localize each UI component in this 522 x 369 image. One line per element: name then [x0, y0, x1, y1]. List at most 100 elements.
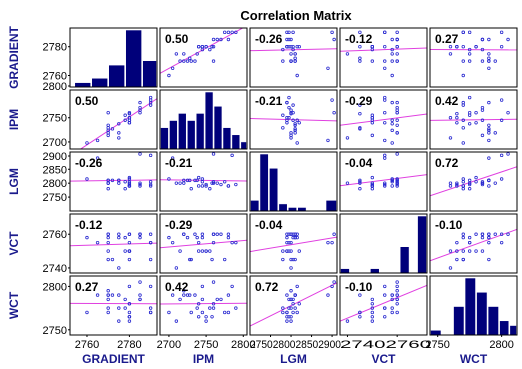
scatter-point [289, 257, 293, 262]
correlation-label: 0.50 [75, 94, 99, 108]
scatter-point [390, 128, 394, 133]
scatter-point [196, 240, 201, 245]
y-tick-label: 2750 [43, 113, 67, 125]
scatter-point [358, 293, 362, 297]
scatter-point [211, 232, 216, 236]
scatter-point [95, 293, 100, 297]
scatter-point [345, 181, 350, 185]
scatter-point [395, 184, 399, 188]
correlation-label: -0.26 [255, 32, 283, 46]
hist-bar-wct [476, 291, 488, 335]
scatter-point [281, 47, 285, 52]
scatter-point [390, 178, 394, 183]
scatter-point [106, 187, 110, 191]
scatter-point [461, 184, 465, 188]
scatter-point [293, 122, 297, 126]
scatter-point [182, 289, 186, 293]
hist-bar-gradient [74, 82, 92, 87]
scatter-point [383, 110, 387, 115]
panel-gradient-vct: -0.12 [339, 27, 428, 88]
scatter-point [390, 52, 394, 56]
scatter-point [174, 52, 179, 56]
scatter-point [106, 297, 110, 302]
scatter-point [461, 73, 465, 78]
scatter-point [127, 240, 132, 245]
scatter-point [395, 310, 399, 315]
scatter-point [390, 47, 394, 52]
scatter-point [467, 182, 472, 187]
scatter-point [178, 297, 182, 302]
scatter-point [461, 187, 465, 191]
scatter-point [480, 235, 485, 240]
scatter-point [106, 306, 110, 310]
correlation-label: 0.50 [165, 32, 189, 46]
correlation-label: 0.27 [75, 280, 99, 294]
scatter-point [358, 315, 362, 319]
scatter-point [499, 118, 504, 122]
row-variable-label: GRADIENT [7, 26, 21, 89]
scatter-point [200, 284, 205, 289]
panel-frame [69, 151, 158, 212]
scatter-point [287, 306, 291, 310]
hist-bar-lgm [287, 207, 297, 211]
scatter-point [123, 187, 127, 191]
scatter-point [211, 37, 216, 42]
scatter-point [395, 52, 399, 56]
scatter-point [461, 118, 465, 122]
panel-gradient-wct: 0.27 [429, 27, 518, 88]
scatter-point [138, 182, 142, 187]
fit-line [79, 98, 157, 149]
scatter-point [370, 302, 375, 306]
scatter-point [200, 249, 205, 253]
scatter-point [455, 45, 459, 49]
panel-vct-ipm: -0.29 [159, 213, 248, 274]
scatter-point [215, 181, 219, 185]
scatter-point [506, 37, 510, 42]
scatter-point [230, 284, 234, 289]
scatter-point [383, 66, 387, 70]
scatter-point [127, 319, 132, 323]
scatter-point [332, 232, 336, 236]
scatter-point [383, 306, 387, 310]
fit-line [250, 118, 337, 122]
panel-frame [249, 27, 338, 88]
scatter-point [461, 232, 465, 236]
scatter-point [234, 182, 238, 187]
panel-frame [339, 89, 428, 150]
scatter-point [127, 302, 132, 306]
scatter-point [395, 123, 399, 127]
panel-lgm-wct: 0.72 [429, 151, 518, 212]
scatter-point [293, 127, 297, 131]
scatter-point [117, 319, 121, 323]
scatter-point [487, 156, 491, 160]
hist-bar-vct [370, 268, 380, 273]
scatter-point [222, 310, 227, 315]
scatter-point [174, 266, 179, 270]
scatter-point [138, 181, 142, 185]
row-variable-label: VCT [7, 231, 21, 256]
scatter-point [461, 141, 465, 145]
scatter-point [210, 315, 214, 319]
matrix-panels: 0.50 -0.26 -0.12 0.27 0.50 -0.21 -0.29 0.42 -0.2… [7, 26, 518, 366]
scatter-point [211, 240, 216, 245]
scatter-point [487, 235, 491, 240]
scatter-point [293, 306, 297, 310]
y-tick-label: 2750 [43, 325, 67, 337]
scatter-point [138, 152, 142, 156]
scatter-point [358, 103, 362, 107]
scatter-point [395, 302, 399, 306]
y-tick-label: 2700 [43, 137, 67, 149]
scatter-point [281, 257, 285, 262]
scatter-point [487, 232, 491, 236]
scatter-point [195, 178, 199, 183]
panel-wct-vct: -0.10 [339, 275, 428, 336]
scatter-point [289, 59, 293, 63]
scatter-point [295, 284, 299, 289]
scatter-point [188, 293, 192, 297]
scatter-point [287, 116, 291, 120]
scatter-point [383, 182, 387, 187]
scatter-point [127, 257, 132, 262]
scatter-point [291, 103, 295, 107]
scatter-point [106, 257, 110, 262]
panel-wct-ipm: 0.42 [159, 275, 248, 336]
